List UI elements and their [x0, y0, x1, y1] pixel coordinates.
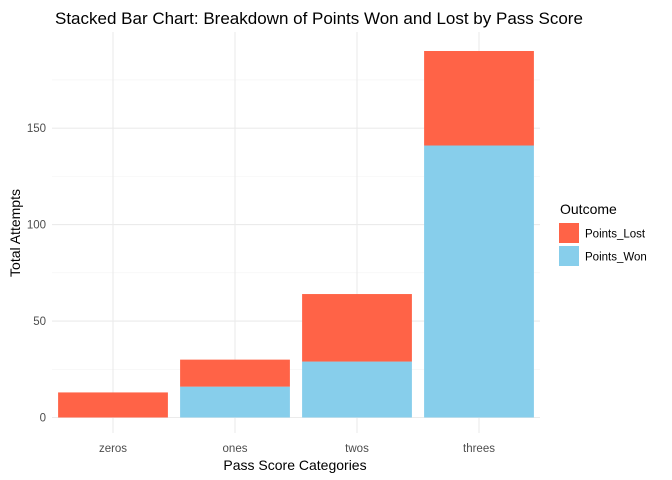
bar-points-won-ones — [180, 386, 290, 418]
x-axis-title: Pass Score Categories — [223, 457, 366, 473]
legend-key-points-won — [559, 246, 579, 266]
y-tick-label: 50 — [33, 316, 46, 328]
x-tick-label: twos — [345, 443, 369, 455]
y-tick-label: 0 — [40, 413, 46, 425]
legend-label-points-lost: Points_Lost — [585, 229, 646, 241]
legend: Outcome Points_Lost Points_Won — [559, 201, 647, 266]
bar-points-lost-zeros — [58, 392, 168, 418]
legend-key-points-lost — [559, 223, 579, 243]
bar-points-lost-twos — [302, 294, 412, 362]
legend-label-points-won: Points_Won — [585, 252, 647, 264]
bar-points-won-twos — [302, 361, 412, 418]
bars — [58, 50, 534, 418]
y-axis-title: Total Attempts — [7, 189, 23, 277]
legend-title: Outcome — [560, 201, 617, 217]
y-tick-label: 150 — [27, 123, 46, 135]
x-axis-ticks: zeros ones twos threes — [99, 443, 495, 455]
y-tick-label: 100 — [27, 220, 46, 232]
y-axis-ticks: 0 50 100 150 — [27, 123, 46, 424]
bar-points-won-threes — [424, 145, 534, 418]
bar-points-lost-threes — [424, 50, 534, 146]
x-tick-label: threes — [463, 443, 495, 455]
x-tick-label: ones — [223, 443, 248, 455]
bar-points-lost-ones — [180, 359, 290, 387]
x-tick-label: zeros — [99, 443, 127, 455]
chart-title: Stacked Bar Chart: Breakdown of Points W… — [55, 9, 583, 28]
